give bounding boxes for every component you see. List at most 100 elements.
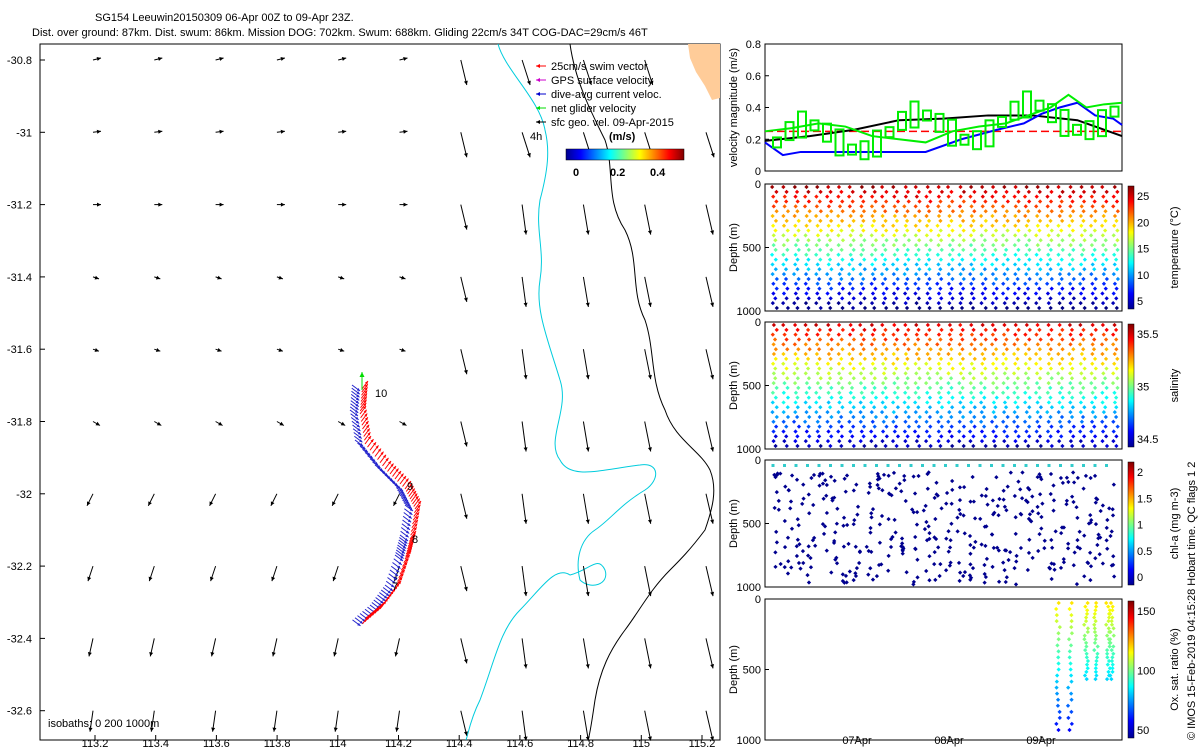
temp-point	[961, 247, 966, 253]
temp-point	[1001, 281, 1006, 286]
chl-point	[1038, 474, 1043, 480]
chl-point	[808, 555, 813, 561]
temp-point	[814, 204, 819, 209]
temp-point	[1068, 301, 1073, 306]
sal-point	[902, 361, 908, 366]
ox-point	[1110, 655, 1115, 660]
temp-point	[950, 305, 955, 311]
sal-point	[815, 380, 820, 386]
sal-point	[913, 342, 918, 347]
current-arrow-r9c4-head	[333, 727, 338, 732]
sal-point	[803, 439, 808, 444]
ox-point	[1055, 697, 1061, 702]
temp-point	[1100, 291, 1105, 296]
temp-point	[1027, 247, 1032, 253]
temp-point	[839, 218, 845, 224]
temp-point	[1049, 189, 1054, 194]
glider-velocity-step	[984, 119, 995, 148]
temp-point	[892, 194, 897, 199]
chl-ytick-label: 500	[743, 519, 761, 531]
chl-point	[902, 473, 907, 479]
temp-cbar-tick: 15	[1137, 244, 1149, 256]
temp-point	[1016, 218, 1021, 224]
sal-point	[873, 414, 879, 420]
sal-point	[815, 342, 820, 347]
sal-point	[1046, 419, 1051, 424]
current-arrow-r1c6-head	[463, 152, 468, 158]
temp-point	[870, 223, 875, 228]
temp-point	[1057, 301, 1062, 306]
sal-point	[1038, 414, 1043, 420]
swim-arrow-head	[364, 393, 367, 397]
temp-point	[802, 204, 808, 209]
sal-point	[1091, 347, 1097, 352]
sal-point	[1071, 434, 1076, 439]
sal-points	[770, 322, 1120, 449]
temp-point	[1067, 291, 1073, 296]
current-arrow-r5c6-shaft	[460, 421, 468, 447]
temp-point	[806, 228, 811, 233]
sal-point	[784, 434, 789, 439]
temp-point	[1081, 247, 1086, 253]
chl-point	[785, 535, 791, 540]
temp-point	[990, 252, 996, 257]
current-arrow-r7c6-shaft	[460, 565, 468, 592]
dac-arrow-head	[356, 388, 360, 391]
sal-point	[1027, 337, 1032, 342]
current-arrow-r9c0-head	[88, 727, 93, 732]
sal-point	[859, 332, 864, 337]
sal-point	[1016, 434, 1021, 439]
sal-point	[983, 376, 988, 381]
sal-point	[795, 414, 800, 420]
sal-point	[1114, 405, 1119, 410]
sal-point	[1092, 385, 1098, 391]
sal-point	[968, 439, 973, 444]
sal-point	[840, 327, 846, 332]
ox-ylabel: Depth (m)	[728, 645, 740, 694]
chl-point	[1027, 537, 1032, 542]
temp-point	[1060, 238, 1065, 243]
dac-arrow-head	[404, 538, 408, 541]
temp-point	[1038, 238, 1043, 243]
sal-point	[891, 419, 896, 424]
temp-point	[1023, 204, 1028, 209]
chl-ytick-label: 0	[755, 455, 761, 467]
chl-point	[936, 545, 941, 550]
sal-point	[792, 322, 798, 328]
temp-point	[927, 267, 932, 272]
swim-arrow-head	[398, 471, 401, 475]
temp-point	[950, 209, 956, 214]
sal-point	[1060, 443, 1065, 449]
sal-point	[1079, 371, 1084, 376]
temp-point	[774, 305, 779, 311]
sal-point	[1078, 439, 1083, 444]
temp-point	[1115, 228, 1120, 233]
ox-point	[1066, 637, 1072, 642]
chl-point	[776, 498, 781, 504]
sal-point	[892, 322, 897, 328]
sal-point	[1027, 327, 1032, 332]
sal-point	[1056, 409, 1061, 415]
sal-point	[957, 409, 963, 415]
legend-arrow-3-head	[536, 106, 540, 110]
temp-point	[946, 271, 951, 277]
temp-point	[958, 291, 963, 296]
temp-point	[1103, 209, 1108, 214]
temp-point	[895, 286, 900, 291]
sal-point	[805, 356, 811, 362]
temp-point	[827, 238, 833, 243]
temp-point	[993, 305, 998, 311]
temp-point	[880, 252, 885, 257]
temp-point	[946, 233, 952, 238]
swim-arrow-head	[375, 607, 379, 611]
temp-point	[848, 233, 853, 238]
sal-point	[1115, 385, 1120, 391]
sal-point	[972, 347, 977, 352]
sal-point	[784, 366, 789, 371]
temp-point	[924, 213, 929, 219]
temp-point	[990, 213, 995, 219]
temp-point	[1004, 209, 1010, 214]
sal-point	[917, 376, 922, 381]
temp-point	[917, 209, 922, 214]
sal-point	[947, 342, 952, 347]
